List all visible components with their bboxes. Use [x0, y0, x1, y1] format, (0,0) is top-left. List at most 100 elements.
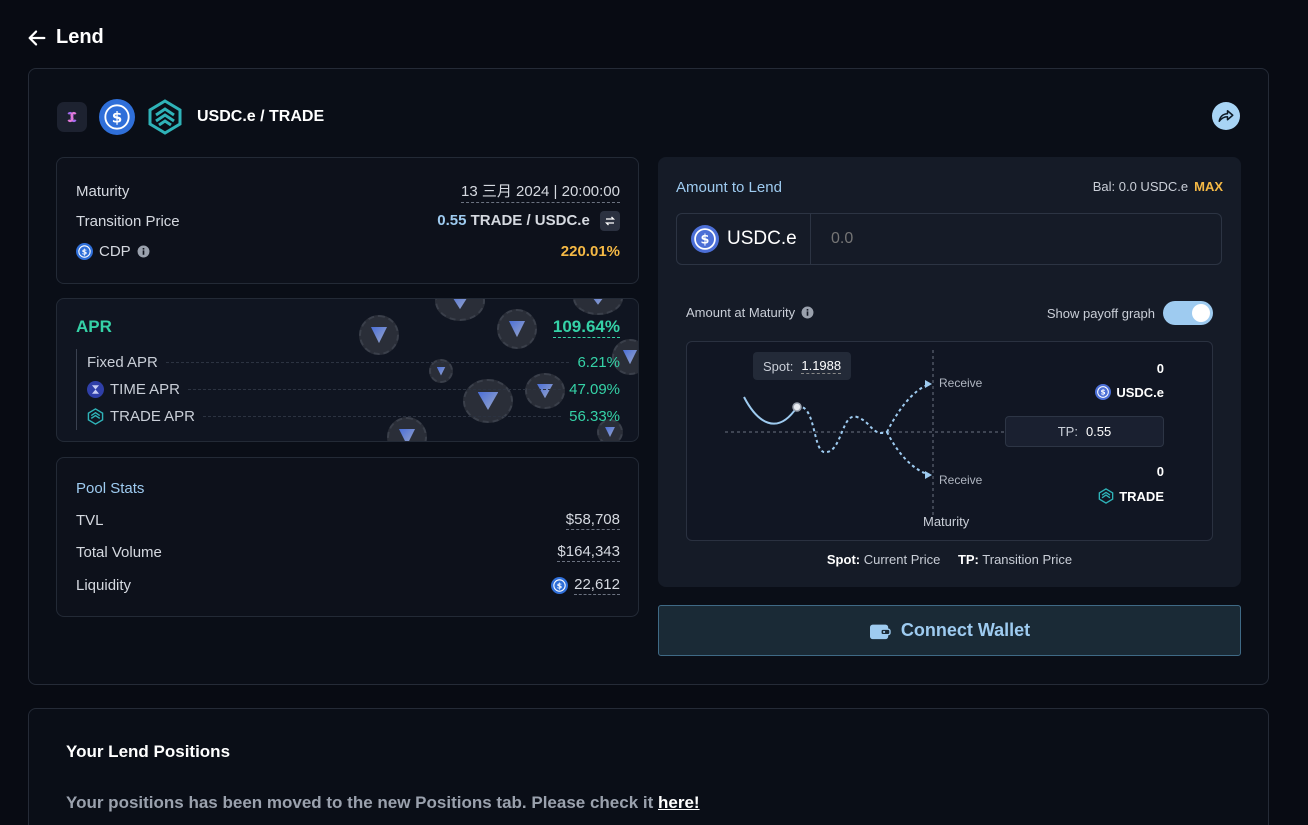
cdp-label: CDP: [99, 243, 131, 260]
trade-coin-icon: [148, 99, 182, 135]
token-selector[interactable]: $ USDC.e: [677, 214, 811, 264]
receive-label-top: Receive: [939, 376, 983, 390]
connect-wallet-label: Connect Wallet: [900, 620, 1031, 640]
tp-value: 0.55: [1085, 424, 1112, 439]
trade-token-icon: [87, 408, 104, 425]
amount-to-lend-label: Amount to Lend: [676, 179, 782, 196]
usdc-icon: $: [691, 225, 719, 253]
chain-logo-icon: [57, 102, 87, 132]
pool-info-box: Maturity 13 三月 2024 | 20:00:00 Transitio…: [56, 157, 639, 284]
maturity-label: Maturity: [76, 183, 130, 200]
tp-label: TP:: [1057, 424, 1078, 439]
bottom-amount: 0: [1156, 464, 1164, 479]
transition-price-unit: TRADE / USDC.e: [470, 211, 590, 229]
payoff-curve: [725, 350, 1005, 517]
decorative-coin-icon: [429, 359, 453, 383]
legend-spot-desc: Current Price: [863, 552, 941, 567]
lend-card: $ USDC.e / TRADE Maturity 13 三月 2024 | 2…: [28, 68, 1269, 685]
usdc-icon: $: [1095, 384, 1112, 400]
token-label: USDC.e: [727, 228, 797, 249]
payoff-graph-toggle[interactable]: [1163, 301, 1213, 325]
pool-stats-title: Pool Stats: [76, 480, 145, 497]
svg-text:$: $: [1101, 388, 1106, 397]
usdc-icon: $: [76, 243, 93, 260]
amount-at-maturity-label: Amount at Maturity: [686, 305, 814, 320]
decorative-coin-icon: [597, 419, 623, 441]
spot-price-tag: Spot: 1.1988: [753, 352, 852, 380]
positions-title: Your Lend Positions: [66, 742, 231, 761]
maturity-value: 13 三月 2024 | 20:00:00: [460, 180, 620, 203]
svg-text:$: $: [112, 108, 123, 126]
list-item: TRADE APR 56.33%: [87, 403, 620, 430]
graph-legend: Spot: Current Price TP: Transition Price: [658, 552, 1241, 567]
pair-header: $ USDC.e / TRADE: [57, 99, 324, 135]
transition-price-tag: TP: 0.55: [1005, 416, 1164, 447]
apr-breakdown-list: Fixed APR 6.21% TIME APR 47.09% TRADE AP…: [76, 349, 620, 430]
tvl-value: $58,708: [565, 511, 620, 530]
usdc-icon: $: [551, 577, 569, 594]
lend-positions-card: Your Lend Positions Your positions has b…: [28, 708, 1269, 825]
transition-price-number: 0.55: [437, 211, 467, 229]
list-item: Fixed APR 6.21%: [87, 349, 620, 376]
payoff-graph-toggle-row: Show payoff graph: [1047, 301, 1213, 325]
amount-input-group: $ USDC.e: [676, 213, 1222, 265]
legend-tp-key: TP:: [957, 552, 979, 567]
wallet-icon: [869, 624, 891, 639]
payoff-graph: Spot: 1.1988 TP: 0.55 Receive Receive 0 …: [686, 341, 1213, 541]
share-button[interactable]: [1212, 102, 1240, 130]
apr-item-value: 6.21%: [577, 354, 620, 371]
bottom-token: TRADE: [1098, 488, 1164, 504]
time-token-icon: [87, 381, 104, 398]
decorative-coin-icon: [497, 309, 537, 349]
liquidity-label: Liquidity: [76, 577, 132, 594]
pool-stats-box: Pool Stats TVL $58,708 Total Volume $164…: [56, 457, 639, 617]
balance-text: Bal: 0.0 USDC.e: [1092, 179, 1189, 194]
transition-price-label: Transition Price: [76, 212, 180, 230]
apr-box: APR 109.64% Fixed APR 6.21% TIME APR 47.…: [56, 298, 639, 442]
legend-tp-desc: Transition Price: [982, 552, 1073, 567]
swap-direction-button[interactable]: [600, 211, 620, 231]
positions-link[interactable]: here!: [658, 793, 700, 812]
positions-message-text: Your positions has been moved to the new…: [66, 793, 658, 812]
amount-at-maturity-text: Amount at Maturity: [686, 305, 796, 320]
svg-text:$: $: [557, 581, 562, 590]
decorative-coin-icon: [359, 315, 399, 355]
usdc-coin-icon: $: [99, 99, 135, 135]
top-amount: 0: [1156, 361, 1164, 376]
positions-message: Your positions has been moved to the new…: [66, 793, 700, 813]
liquidity-value: 22,612: [574, 576, 620, 595]
spot-value: 1.1988: [801, 358, 842, 374]
lend-form: Amount to Lend Bal: 0.0 USDC.e MAX $ USDC…: [658, 157, 1241, 587]
top-token: $ USDC.e: [1095, 384, 1164, 400]
pair-name: USDC.e / TRADE: [197, 108, 325, 125]
info-icon[interactable]: [137, 245, 150, 258]
info-icon[interactable]: [801, 306, 814, 319]
decorative-coin-icon: [573, 299, 623, 315]
apr-title: APR: [76, 317, 112, 336]
connect-wallet-button[interactable]: Connect Wallet: [658, 605, 1241, 656]
swap-icon: [604, 216, 616, 226]
decorative-coin-icon: [525, 373, 565, 409]
amount-input[interactable]: [811, 214, 1221, 264]
tvl-label: TVL: [76, 512, 104, 529]
receive-label-bottom: Receive: [939, 473, 983, 487]
svg-text:$: $: [82, 247, 87, 256]
transition-price-value: 0.55 TRADE / USDC.e: [437, 211, 620, 231]
page-title: Lend: [56, 26, 104, 48]
share-icon: [1218, 110, 1234, 122]
svg-text:$: $: [701, 233, 710, 248]
legend-spot-key: Spot:: [826, 552, 861, 567]
apr-item-label: TIME APR: [110, 381, 181, 398]
bottom-token-label: TRADE: [1119, 488, 1164, 504]
decorative-coin-icon: [463, 379, 513, 423]
max-button[interactable]: MAX: [1194, 179, 1223, 194]
top-token-label: USDC.e: [1116, 384, 1164, 400]
volume-value: $164,343: [557, 543, 620, 562]
apr-item-label: TRADE APR: [110, 408, 196, 425]
apr-item-value: 47.09%: [569, 381, 620, 398]
decorative-coin-icon: [612, 339, 638, 375]
volume-label: Total Volume: [76, 544, 162, 561]
apr-total-value: 109.64%: [552, 317, 620, 338]
back-button[interactable]: Lend: [26, 26, 104, 49]
cdp-value: 220.01%: [560, 243, 620, 260]
